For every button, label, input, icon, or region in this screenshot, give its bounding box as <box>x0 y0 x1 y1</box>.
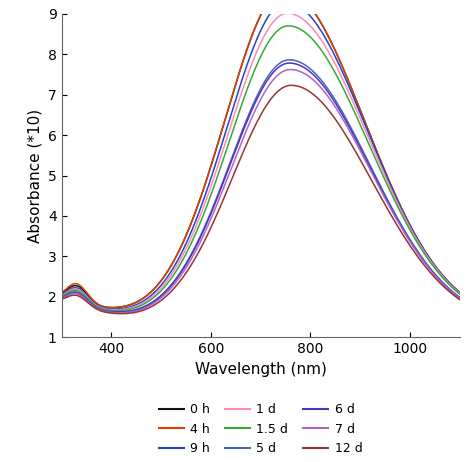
Y-axis label: Absorbance (*10): Absorbance (*10) <box>27 109 42 243</box>
X-axis label: Wavelength (nm): Wavelength (nm) <box>195 362 327 377</box>
Legend: 0 h, 4 h, 9 h, 1 d, 1.5 d, 5 d, 6 d, 7 d, 12 d: 0 h, 4 h, 9 h, 1 d, 1.5 d, 5 d, 6 d, 7 d… <box>154 399 367 460</box>
